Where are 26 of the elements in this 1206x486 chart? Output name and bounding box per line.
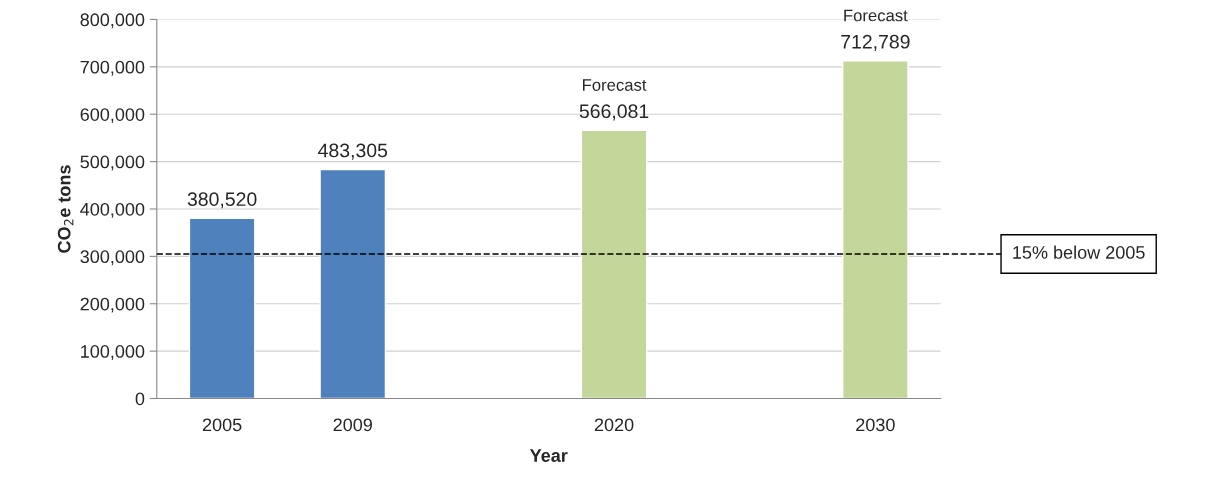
data-label: 566,081 bbox=[579, 104, 649, 121]
y-tick-label: 0 bbox=[135, 392, 145, 406]
y-tick-label: 800,000 bbox=[80, 13, 145, 29]
x-tick-label: 2005 bbox=[202, 418, 242, 432]
data-label: 483,305 bbox=[318, 143, 388, 160]
annotation: Forecast bbox=[844, 9, 908, 22]
x-axis-title: Year bbox=[529, 449, 568, 462]
y-tick-label: 600,000 bbox=[80, 108, 145, 124]
y-tick-label: 400,000 bbox=[80, 202, 145, 218]
bar bbox=[188, 217, 256, 399]
y-tick-label: 700,000 bbox=[80, 60, 145, 76]
annotation: Forecast bbox=[583, 79, 647, 91]
ref-line-label: 15% below 2005 bbox=[1013, 245, 1145, 259]
bar bbox=[580, 129, 648, 399]
x-tick-label: 2020 bbox=[594, 418, 634, 432]
bar bbox=[319, 168, 387, 399]
y-tick-label: 100,000 bbox=[81, 345, 145, 360]
y-tick-label: 300,000 bbox=[80, 250, 145, 266]
y-tick-label: 500,000 bbox=[80, 155, 145, 171]
data-label: 380,520 bbox=[187, 192, 257, 209]
x-tick-label: 2009 bbox=[333, 418, 372, 432]
y-tick-label: 200,000 bbox=[80, 297, 145, 313]
x-tick-label: 2030 bbox=[856, 418, 895, 432]
bar bbox=[841, 60, 909, 399]
data-label: 712,789 bbox=[841, 34, 910, 51]
y-axis-title: CO$_{2}$e tons bbox=[57, 165, 74, 253]
